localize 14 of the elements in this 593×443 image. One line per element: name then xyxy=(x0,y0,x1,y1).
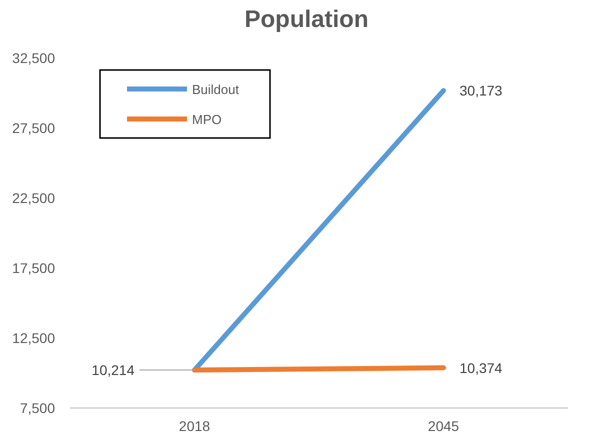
chart-title: Population xyxy=(244,6,368,33)
data-label: 10,214 xyxy=(92,362,135,378)
y-tick-label: 17,500 xyxy=(12,260,56,276)
legend-label: Buildout xyxy=(192,82,240,97)
x-tick-label: 2045 xyxy=(428,418,460,434)
y-tick-label: 32,500 xyxy=(12,50,56,66)
legend-label: MPO xyxy=(192,112,222,127)
y-tick-label: 22,500 xyxy=(12,190,56,206)
y-tick-label: 27,500 xyxy=(12,120,56,136)
data-label: 30,173 xyxy=(460,82,503,99)
data-label: 10,374 xyxy=(460,360,503,376)
x-tick-label: 2018 xyxy=(178,418,210,434)
y-tick-label: 12,500 xyxy=(12,330,56,346)
y-tick-label: 7,500 xyxy=(20,400,56,416)
